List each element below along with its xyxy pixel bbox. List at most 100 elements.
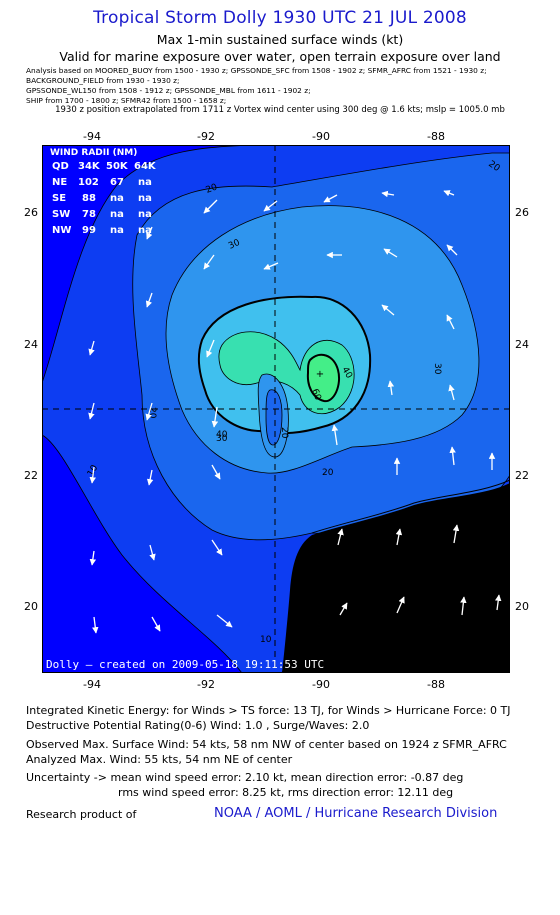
wind-arrow [216,614,233,628]
lat-tick-right: 22 [515,469,529,482]
page-title: Tropical Storm Dolly 1930 UTC 21 JUL 200… [93,8,467,28]
analyzed-max-text: Analyzed Max. Wind: 55 kts, 54 nm NE of … [26,753,293,766]
wind-arrow [443,190,455,197]
organization-name: NOAA / AOML / Hurricane Research Divisio… [214,806,498,821]
position-line: 1930 z position extrapolated from 1711 z… [55,105,505,115]
wind-radii-cell: na [110,193,124,204]
wind-radii-cell: SE [52,193,66,204]
wind-arrow [149,544,156,561]
lat-tick-left: 20 [24,600,38,613]
lon-tick-top: -94 [83,130,101,143]
contour-label: 20 [490,488,504,501]
wind-arrow [151,616,161,632]
wind-arrow [395,528,403,546]
wind-arrow [203,199,218,214]
wind-radii-cell: 102 [78,177,99,188]
analysis-line: BACKGROUND_FIELD from 1930 - 1930 z; [26,76,180,85]
wind-radii-cell: na [110,225,124,236]
lon-tick-bottom: -88 [427,678,445,691]
wind-radii-header: 50K [106,161,129,172]
contour-label: 10 [260,635,272,645]
wind-radii-cell: 88 [82,193,96,204]
contour-label: 30 [227,238,242,252]
wind-radii-cell: NW [52,225,71,236]
lon-tick-top: -90 [312,130,330,143]
wind-radii-cell: 99 [82,225,96,236]
wind-radii-cell: NE [52,177,67,188]
wind-arrow [446,244,458,256]
wind-radii-cell: 67 [110,177,124,188]
contour-label: 30 [216,434,228,444]
analysis-line: SHIP from 1700 - 1800 z; SFMR42 from 150… [26,96,227,105]
lat-tick-left: 26 [24,206,38,219]
contour-label: 20 [147,407,157,419]
wind-arrow [145,292,153,308]
wind-radii-cell: 78 [82,209,96,220]
wind-arrow [387,380,395,396]
wind-radii-cell: SW [52,209,70,220]
wind-arrow [331,424,339,446]
lon-tick-bottom: -94 [83,678,101,691]
wind-radii-header: 34K [78,161,101,172]
lat-tick-right: 24 [515,338,529,351]
wind-arrow [396,596,405,614]
wind-arrow [88,402,95,420]
map-frame [42,145,510,673]
wind-arrow [381,304,395,316]
contour-label: 60 [309,388,322,402]
created-timestamp: Dolly – created on 2009-05-18 19:11:53 U… [46,658,324,671]
core-minimum-inner [265,389,283,446]
wind-arrow [452,524,460,544]
wind-radii-header: QD [52,161,69,172]
wind-arrow [92,616,99,634]
wind-radii-cell: na [138,193,152,204]
wind-arrow [203,254,215,270]
wind-radii-header: 64K [134,161,157,172]
lon-tick-bottom: -90 [312,678,330,691]
lon-tick-top: -92 [197,130,215,143]
wind-radii-cell: na [110,209,124,220]
lat-tick-left: 22 [24,469,38,482]
wind-arrow [460,596,467,616]
contour-label: 20 [322,468,334,478]
wind-arrow [495,594,502,611]
wind-arrow [146,469,154,486]
wind-arrow [89,550,97,566]
wind-contour-60 [306,353,340,403]
wind-radii-cell: na [138,225,152,236]
subtitle-exposure: Valid for marine exposure over water, op… [59,49,501,64]
subtitle-wind-type: Max 1-min sustained surface winds (kt) [156,32,404,47]
wind-radii-cell: na [138,177,152,188]
wind-arrow [145,402,153,421]
lon-tick-bottom: -92 [197,678,215,691]
analysis-line: Analysis based on MOORED_BUOY from 1500 … [26,66,487,75]
wind-radii-table: WIND RADII (NM) QD 34K 50K 64K NE 102 67… [50,148,157,236]
dpr-text: Destructive Potential Rating(0-6) Wind: … [26,719,370,732]
wind-arrow [339,602,348,616]
wind-arrow [449,446,456,466]
observed-max-text: Observed Max. Surface Wind: 54 kts, 58 n… [26,738,507,751]
storm-center-marker: + [316,369,324,380]
wind-field-map: + 20 20 30 30 30 40 40 60 20 20 20 10 10… [42,145,510,673]
wind-arrow [211,539,223,556]
wind-arrow [88,340,95,356]
wind-radii-cell: na [138,209,152,220]
wind-arrow [446,314,455,330]
lat-tick-left: 24 [24,338,38,351]
wind-vectors [88,190,502,634]
wind-radii-title: WIND RADII (NM) [50,148,137,158]
lat-tick-right: 20 [515,600,529,613]
contour-label: 40 [216,430,228,440]
lon-tick-top: -88 [427,130,445,143]
wind-arrow [211,406,219,428]
analysis-sources: Analysis based on MOORED_BUOY from 1500 … [26,66,546,106]
wind-arrow [146,226,153,240]
wind-arrow [263,200,278,212]
wind-arrow [89,466,96,484]
wind-arrow [448,384,455,401]
analysis-line: GPSSONDE_WL150 from 1508 - 1912 z; GPSSO… [26,86,311,95]
contour-label: 20 [279,427,289,439]
wind-arrow [337,528,344,546]
land-texas-coast [311,479,510,534]
research-product-label: Research product of [26,808,137,821]
